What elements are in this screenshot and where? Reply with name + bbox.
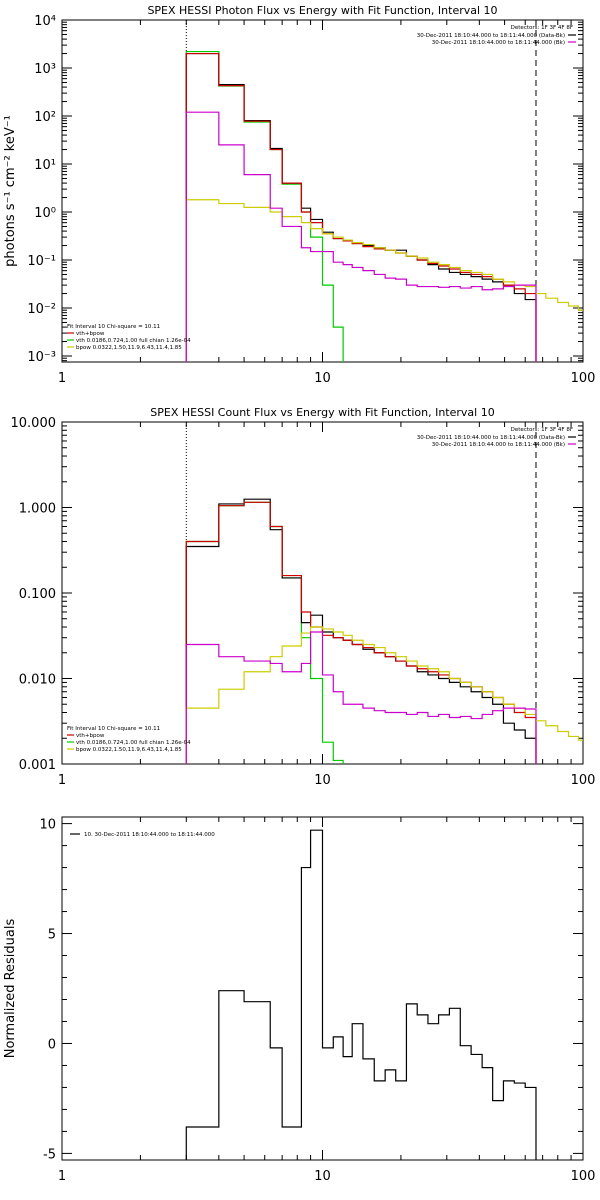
bottom-legend-entry: Fit Interval 10 Chi-square = 10.11	[67, 726, 160, 732]
series-bpow-extension	[535, 292, 583, 311]
x-tick-label: 10	[314, 1169, 331, 1184]
series-background-line	[185, 111, 537, 362]
y-tick-label: 10⁻²	[27, 302, 56, 317]
series-data-line	[185, 52, 537, 362]
series-total-line	[185, 501, 537, 764]
x-tick-label: 100	[571, 371, 596, 386]
bottom-legend-entry: bpow 0.0322,1.50,11.9,6.43,11.4,1.85	[76, 747, 182, 753]
y-tick-label: 0.010	[19, 673, 56, 688]
y-tick-label: 10⁴	[34, 14, 56, 29]
bottom-legend-entry: vth+bpow	[76, 733, 105, 739]
x-tick-label: 10	[314, 773, 331, 788]
top-legend-entry: 30-Dec-2011 18:10:44.000 to 18:11:44.000…	[417, 435, 565, 441]
y-tick-label: 1.000	[19, 502, 56, 517]
series-data-line	[185, 498, 537, 764]
x-tick-label: 1	[58, 1169, 66, 1184]
series-bpow-extension	[535, 720, 583, 741]
series-bpow-line	[185, 199, 537, 362]
series-bpow-line	[185, 626, 537, 764]
y-tick-label: -5	[43, 1147, 56, 1162]
bottom-legend-entry: vth 0.0186,0.724,1.00 full chian 1.26e-0…	[76, 740, 191, 746]
chart-title: SPEX HESSI Count Flux vs Energy with Fit…	[150, 406, 494, 419]
count-flux-panel: SPEX HESSI Count Flux vs Energy with Fit…	[11, 406, 596, 788]
series-total-line	[185, 52, 537, 362]
photon-flux-panel: SPEX HESSI Photon Flux vs Energy with Fi…	[3, 4, 596, 386]
top-legend-entry: 30-Dec-2011 18:10:44.000 to 18:11:44.000…	[432, 442, 565, 448]
y-tick-label: 10⁰	[34, 206, 56, 221]
data-layer	[185, 422, 583, 764]
detectors-label: Detectors: 1F 3F 4F 8F	[511, 427, 573, 433]
legend-entry: 10. 30-Dec-2011 18:10:44.000 to 18:11:44…	[84, 832, 215, 838]
top-legend-entry: 30-Dec-2011 18:10:44.000 to 18:11:44.000…	[417, 33, 565, 39]
y-tick-label: 10⁻³	[27, 350, 56, 365]
y-tick-label: 10	[39, 818, 56, 833]
bottom-legend-entry: vth 0.0186,0.724,1.00 full chian 1.26e-0…	[76, 338, 191, 344]
bottom-legend-entry: vth+bpow	[76, 331, 105, 337]
series-data-line	[185, 829, 537, 1160]
y-tick-label: 0.001	[19, 758, 56, 773]
y-tick-label: 0.100	[19, 587, 56, 602]
bottom-legend-entry: Fit Interval 10 Chi-square = 10.11	[67, 324, 160, 330]
series-background-line	[185, 631, 537, 764]
x-tick-label: 10	[314, 371, 331, 386]
x-tick-label: 1	[58, 773, 66, 788]
y-tick-label: 5	[48, 928, 56, 943]
x-tick-label: 100	[571, 1169, 596, 1184]
detectors-label: Detectors: 1F 3F 4F 8F	[511, 25, 573, 31]
top-legend-entry: 30-Dec-2011 18:10:44.000 to 18:11:44.000…	[432, 40, 565, 46]
y-tick-label: 10¹	[34, 158, 56, 173]
y-axis-label: Normalized Residuals	[3, 919, 18, 1059]
x-tick-label: 1	[58, 371, 66, 386]
y-tick-label: 10³	[34, 62, 56, 77]
y-tick-label: 0	[48, 1037, 56, 1052]
series-vth-line	[185, 501, 344, 764]
data-layer	[185, 829, 537, 1160]
plot-frame	[61, 19, 584, 363]
y-tick-label: 10.000	[11, 416, 57, 431]
y-axis-label: photons s⁻¹ cm⁻² keV⁻¹	[3, 115, 18, 267]
chart-title: SPEX HESSI Photon Flux vs Energy with Fi…	[147, 4, 497, 17]
residuals-panel: Normalized Residuals 1 10 100 -5 0 5 10 10. 30-D…	[3, 816, 596, 1184]
bottom-legend-entry: bpow 0.0322,1.50,11.9,6.43,11.4,1.85	[76, 345, 182, 351]
y-tick-label: 10²	[34, 110, 56, 125]
data-layer	[185, 20, 583, 362]
y-tick-label: 10⁻¹	[27, 254, 56, 269]
x-tick-label: 100	[571, 773, 596, 788]
